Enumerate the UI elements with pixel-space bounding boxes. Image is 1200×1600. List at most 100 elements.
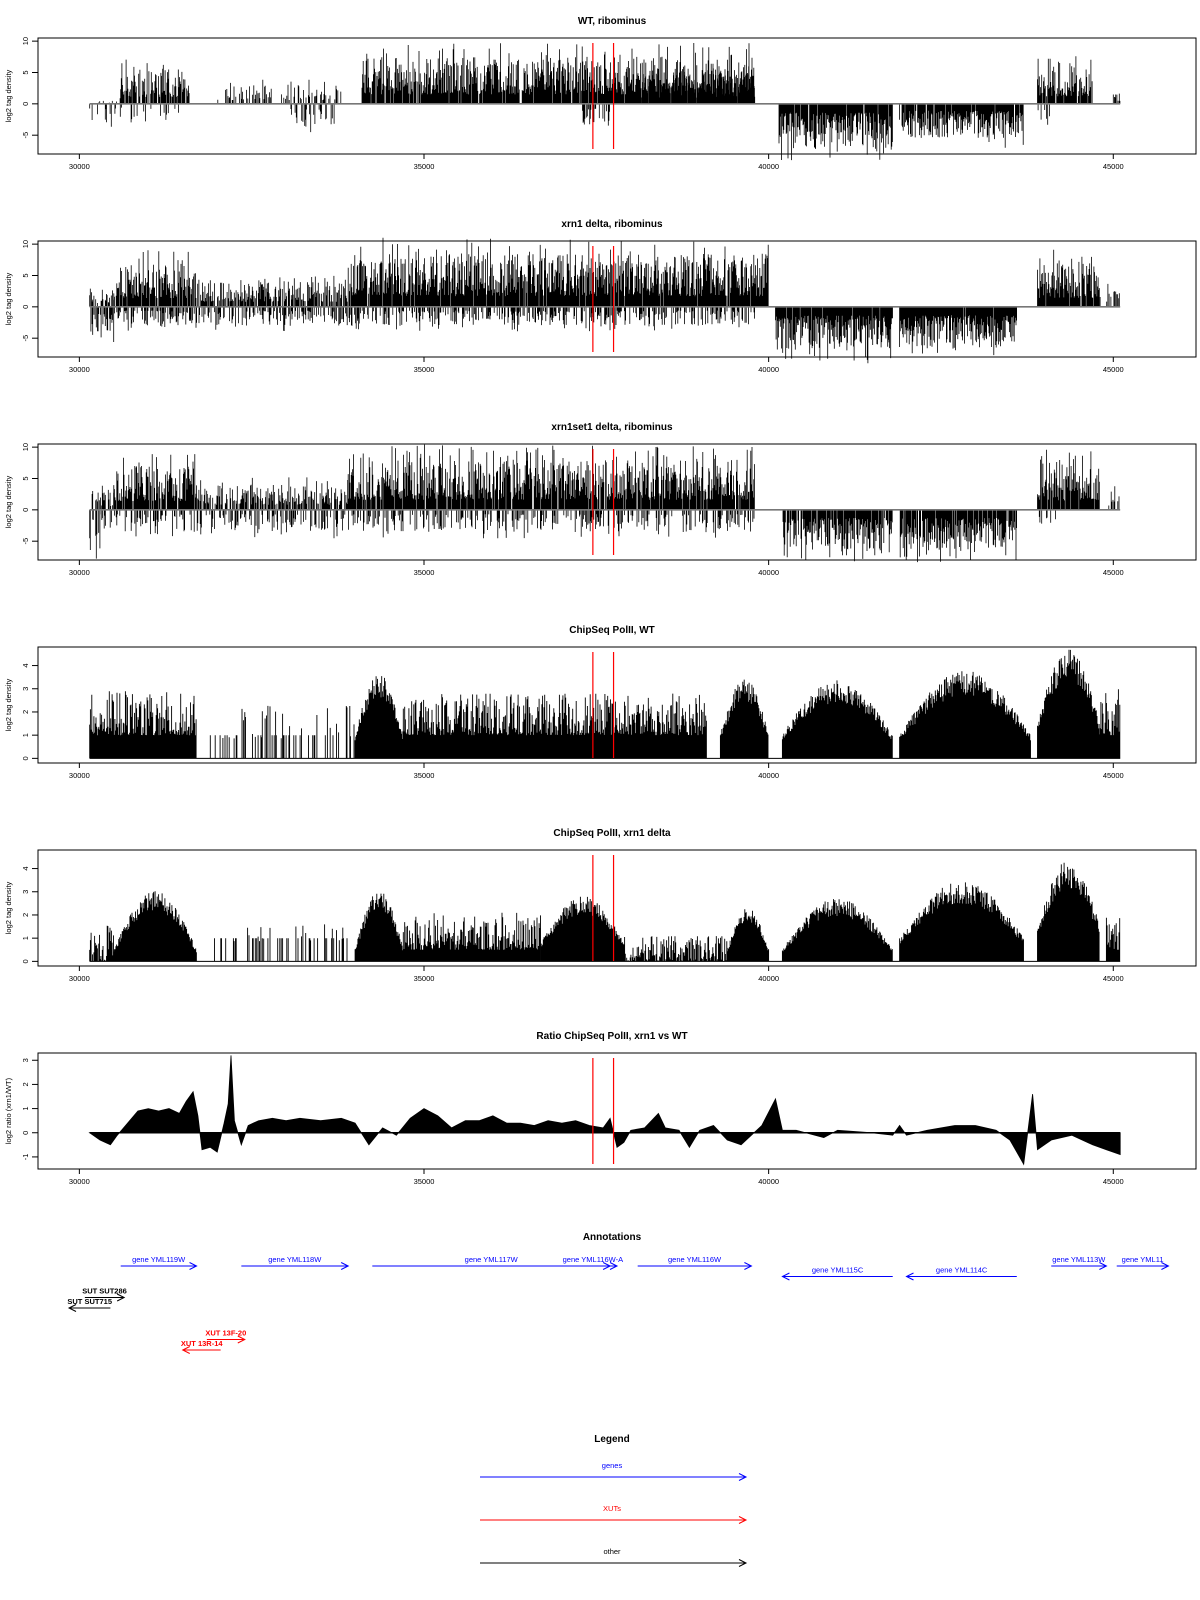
- density-bars: [217, 79, 342, 104]
- feature-arrow-head: [67, 1304, 77, 1312]
- chip-bars: [623, 936, 728, 962]
- chip-bars: [89, 691, 197, 759]
- density-bars: [899, 103, 1024, 148]
- density-bars: [89, 288, 115, 307]
- density-bars: [1037, 249, 1100, 307]
- y-tick-label: -1: [21, 1154, 30, 1161]
- feature-arrow-head: [189, 1262, 198, 1270]
- track-panel: xrn1set1 delta, ribominus log2 tag densit…: [4, 422, 1197, 577]
- density-bars: [1099, 283, 1120, 307]
- chip-bars: [726, 909, 770, 962]
- panel-title: xrn1 delta, ribominus: [561, 219, 663, 230]
- y-axis-label: log2 tag density: [4, 475, 13, 528]
- legend-item: XUTs: [480, 1504, 748, 1524]
- density-bars: [98, 98, 121, 104]
- chip-bars: [214, 938, 237, 962]
- density-bars: [89, 103, 179, 127]
- feature-arrow-head: [116, 1293, 126, 1302]
- y-tick-label: 0: [21, 102, 30, 106]
- y-tick-label: 4: [21, 866, 30, 870]
- density-bars: [120, 59, 190, 104]
- annotation-feature: gene YML116W: [637, 1255, 753, 1270]
- feature-arrow-head: [744, 1262, 753, 1270]
- density-bars: [361, 43, 755, 104]
- density-bars: [778, 103, 893, 161]
- y-tick-label: 10: [21, 37, 30, 45]
- density-bars: [899, 509, 1017, 563]
- plot-frame: [37, 443, 1197, 561]
- density-bars: [1108, 486, 1120, 510]
- plot-frame: [37, 1052, 1197, 1170]
- x-tick-label: 40000: [758, 1177, 779, 1186]
- chip-bars: [209, 735, 238, 759]
- y-tick-label: 1: [21, 1106, 30, 1110]
- chip-bars: [899, 882, 1024, 962]
- feature-label: gene YML115C: [812, 1266, 864, 1275]
- x-tick-label: 30000: [69, 568, 90, 577]
- panel-title: Ratio ChipSeq PolII, xrn1 vs WT: [536, 1031, 687, 1042]
- density-bars: [197, 275, 348, 307]
- feature-label: XUT 13F-20: [205, 1329, 246, 1338]
- x-tick-label: 35000: [414, 568, 435, 577]
- y-tick-label: 2: [21, 913, 30, 917]
- panel-title: WT, ribominus: [578, 16, 647, 27]
- y-tick-label: 5: [21, 476, 30, 480]
- y-axis-label: log2 ratio (xrn1/WT): [4, 1077, 13, 1144]
- plot-frame: [37, 240, 1197, 358]
- legend-swatch-arrowhead: [738, 1516, 748, 1524]
- density-bars: [99, 509, 755, 539]
- legend: Legend genes XUTs other: [480, 1434, 748, 1567]
- ratio-area: [88, 1055, 1121, 1166]
- chip-bars: [89, 925, 114, 962]
- data-layer: [89, 444, 1121, 563]
- y-tick-label: 10: [21, 240, 30, 248]
- panel-title: xrn1set1 delta, ribominus: [551, 422, 673, 433]
- feature-arrow-head: [340, 1262, 350, 1270]
- annotation-feature: gene YML116W-A: [563, 1255, 623, 1270]
- y-axis-label: log2 tag density: [4, 678, 13, 731]
- panel-title: ChipSeq PolII, xrn1 delta: [553, 828, 671, 839]
- y-tick-label: 3: [21, 687, 30, 691]
- density-bars: [1037, 449, 1100, 510]
- density-bars: [637, 63, 756, 104]
- chip-bars: [781, 899, 893, 962]
- track-panel: ChipSeq PolII, xrn1 delta log2 tag densit…: [4, 828, 1197, 983]
- density-bars: [582, 103, 610, 126]
- y-axis-label: log2 tag density: [4, 272, 13, 325]
- density-bars: [89, 509, 101, 559]
- annotation-feature: gene YML113W: [1051, 1255, 1108, 1270]
- density-bars: [114, 306, 755, 332]
- y-tick-label: -5: [21, 538, 30, 545]
- x-tick-label: 35000: [414, 1177, 435, 1186]
- y-tick-label: 3: [21, 890, 30, 894]
- density-bars: [1038, 509, 1056, 524]
- data-layer: [89, 862, 1121, 962]
- annotation-feature: gene YML119W: [120, 1255, 198, 1270]
- density-bars: [90, 306, 115, 342]
- x-tick-label: 40000: [758, 568, 779, 577]
- plot-frame: [37, 646, 1197, 764]
- y-tick-label: 5: [21, 273, 30, 277]
- legend-label: XUTs: [603, 1504, 621, 1513]
- chip-bars: [247, 924, 348, 962]
- feature-label: gene YML114C: [936, 1266, 988, 1275]
- density-bars: [196, 477, 349, 510]
- y-tick-label: 10: [21, 443, 30, 451]
- y-tick-label: 0: [21, 756, 30, 760]
- x-tick-label: 30000: [69, 1177, 90, 1186]
- chip-bars: [241, 705, 355, 759]
- y-tick-label: 1: [21, 936, 30, 940]
- x-tick-label: 40000: [758, 162, 779, 171]
- legend-label: other: [603, 1547, 621, 1556]
- y-axis-label: log2 tag density: [4, 881, 13, 934]
- legend-title: Legend: [594, 1434, 630, 1445]
- plot-frame: [37, 849, 1197, 967]
- chip-bars: [899, 671, 1031, 759]
- density-bars: [1037, 103, 1050, 125]
- y-tick-label: 2: [21, 710, 30, 714]
- x-tick-label: 45000: [1103, 771, 1124, 780]
- feature-arrow-head: [1099, 1262, 1108, 1270]
- legend-item: genes: [480, 1461, 748, 1481]
- annotations-title: Annotations: [583, 1232, 642, 1243]
